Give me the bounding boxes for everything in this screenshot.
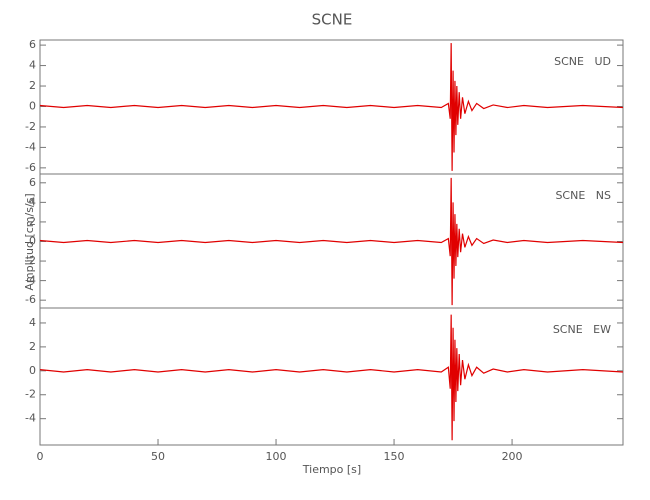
x-tick-label: 150	[384, 450, 405, 463]
y-tick-label: -4	[25, 274, 36, 287]
y-axis-label: Amplitud [cm/s/s]	[23, 193, 36, 290]
y-tick-label: -2	[25, 254, 36, 267]
x-tick-label: 100	[266, 450, 287, 463]
x-tick-label: 50	[151, 450, 165, 463]
y-tick-label: 0	[29, 99, 36, 112]
y-tick-label: 4	[29, 195, 36, 208]
waveform	[39, 177, 624, 306]
y-tick-label: 2	[29, 340, 36, 353]
x-tick-label: 0	[37, 450, 44, 463]
y-tick-label: 6	[29, 38, 36, 51]
y-tick-label: -6	[25, 293, 36, 306]
panel-label: SCNE UD	[554, 55, 611, 68]
panel-label: SCNE NS	[555, 189, 611, 202]
y-tick-label: 4	[29, 316, 36, 329]
y-tick-label: -2	[25, 388, 36, 401]
y-tick-label: 2	[29, 215, 36, 228]
panel-label: SCNE EW	[553, 323, 611, 336]
y-tick-label: -4	[25, 412, 36, 425]
y-tick-label: -4	[25, 140, 36, 153]
x-axis-label: Tiempo [s]	[302, 463, 361, 476]
y-tick-label: 2	[29, 79, 36, 92]
waveform	[39, 43, 624, 171]
chart-title: SCNE	[312, 11, 353, 29]
x-tick-label: 200	[502, 450, 523, 463]
y-tick-label: 4	[29, 59, 36, 72]
waveform	[39, 314, 624, 441]
y-tick-label: -2	[25, 120, 36, 133]
y-tick-label: 0	[29, 234, 36, 247]
y-tick-label: 0	[29, 364, 36, 377]
y-tick-label: -6	[25, 161, 36, 174]
y-tick-label: 6	[29, 176, 36, 189]
panel-frame	[39, 307, 624, 446]
